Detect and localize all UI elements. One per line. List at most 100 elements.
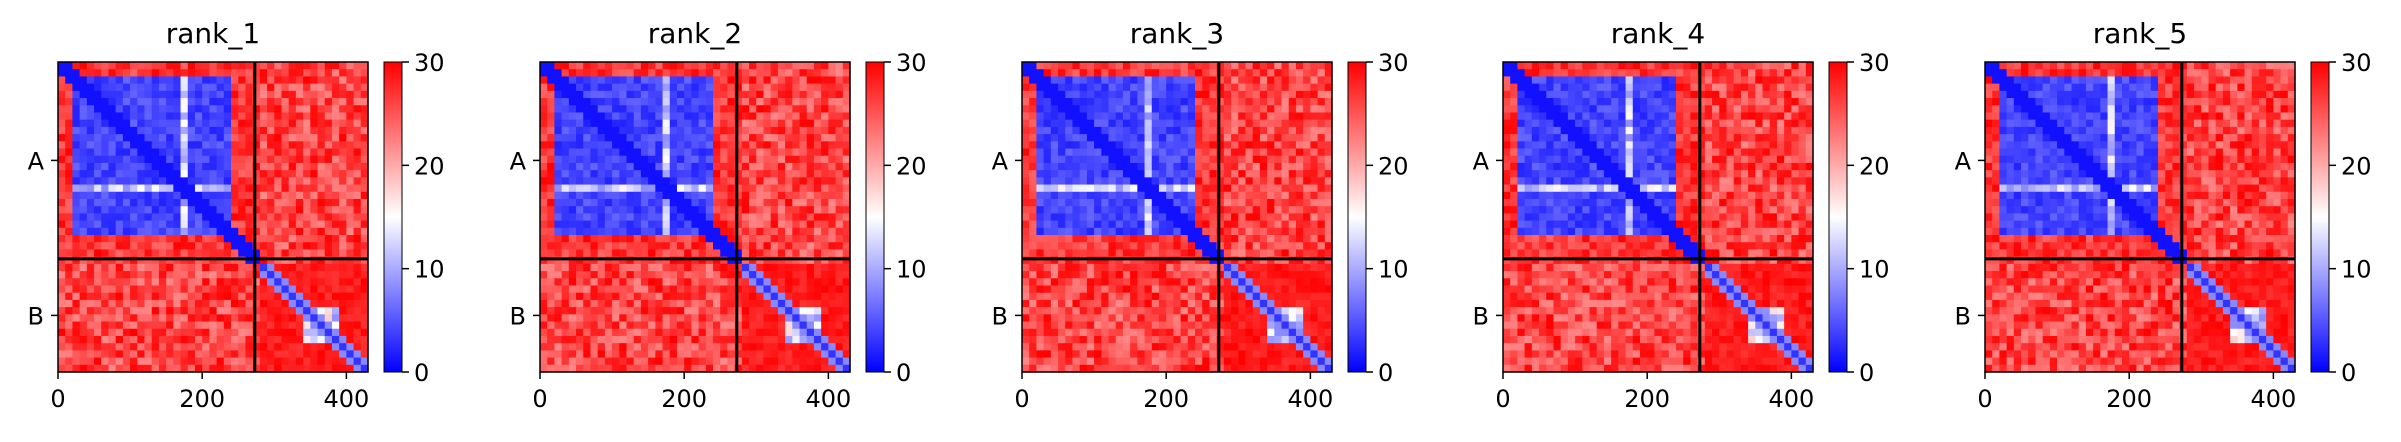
x-tick-label: 200 [661, 385, 707, 413]
heatmap-cell [346, 185, 354, 193]
heatmap-cell [648, 98, 656, 106]
heatmap-cell [224, 192, 232, 200]
heatmap-cell [1051, 134, 1059, 142]
heatmap-cell [1181, 149, 1189, 157]
heatmap-cell [310, 76, 318, 84]
heatmap-cell [123, 112, 131, 120]
heatmap-cell [188, 228, 196, 236]
heatmap-cell [699, 285, 707, 293]
heatmap-cell [562, 322, 570, 330]
heatmap-cell [727, 206, 735, 214]
heatmap-cell [1116, 134, 1124, 142]
heatmap-cell [310, 329, 318, 337]
heatmap-cell [116, 235, 124, 243]
heatmap-cell [1224, 134, 1232, 142]
heatmap-cell [576, 307, 584, 315]
heatmap-cell [648, 134, 656, 142]
heatmap-cell [590, 141, 598, 149]
heatmap-cell [166, 69, 174, 77]
heatmap-cell [655, 199, 663, 207]
heatmap-cell [346, 199, 354, 207]
heatmap-cell [137, 69, 145, 77]
heatmap-cell [1152, 336, 1160, 344]
heatmap-cell [699, 278, 707, 286]
heatmap-cell [281, 62, 289, 70]
heatmap-cell [1166, 221, 1174, 229]
heatmap-cell [655, 271, 663, 279]
heatmap-cell [627, 76, 635, 84]
heatmap-cell [547, 293, 555, 301]
heatmap-cell [540, 112, 548, 120]
heatmap-cell [763, 221, 771, 229]
heatmap-cell [1181, 185, 1189, 193]
heatmap-cell [209, 329, 217, 337]
heatmap-cell [814, 242, 822, 250]
heatmap-cell [720, 300, 728, 308]
heatmap-cell [245, 69, 253, 77]
heatmap-cell [231, 69, 239, 77]
heatmap-cell [828, 350, 836, 358]
heatmap-cell [677, 120, 685, 128]
heatmap-cell [1195, 350, 1203, 358]
heatmap-cell [641, 242, 649, 250]
heatmap-cell [1166, 271, 1174, 279]
heatmap-cell [195, 98, 203, 106]
heatmap-cell [836, 120, 844, 128]
heatmap-cell [209, 177, 217, 185]
heatmap-cell [72, 307, 80, 315]
heatmap-cell [627, 314, 635, 322]
heatmap-cell [800, 314, 808, 322]
heatmap-cell [590, 127, 598, 135]
heatmap-cell [1123, 76, 1131, 84]
heatmap-cell [72, 69, 80, 77]
heatmap-cell [749, 242, 757, 250]
heatmap-cell [354, 134, 362, 142]
heatmap-cell [58, 69, 66, 77]
heatmap-cell [137, 314, 145, 322]
heatmap-cell [778, 156, 786, 164]
heatmap-cell [101, 242, 109, 250]
heatmap-cell [260, 271, 268, 279]
heatmap-cell [1072, 91, 1080, 99]
heatmap-cell [627, 112, 635, 120]
heatmap-cell [231, 322, 239, 330]
heatmap-cell [152, 177, 160, 185]
heatmap-cell [605, 199, 613, 207]
heatmap-cell [1202, 307, 1210, 315]
heatmap-cell [821, 69, 829, 77]
heatmap-cell [540, 271, 548, 279]
heatmap-cell [1195, 141, 1203, 149]
heatmap-cell [828, 112, 836, 120]
heatmap-cell [94, 156, 102, 164]
heatmap-cell [303, 343, 311, 351]
heatmap-cell [1195, 307, 1203, 315]
heatmap-cell [598, 163, 606, 171]
heatmap-cell [130, 170, 138, 178]
heatmap-cell [296, 336, 304, 344]
heatmap-cell [1101, 242, 1109, 250]
heatmap-cell [58, 192, 66, 200]
heatmap-cell [756, 242, 764, 250]
heatmap-cell [828, 170, 836, 178]
heatmap-cell [691, 206, 699, 214]
heatmap-cell [1188, 141, 1196, 149]
heatmap-cell [1065, 84, 1073, 92]
heatmap-cell [655, 278, 663, 286]
heatmap-cell [1195, 336, 1203, 344]
heatmap-cell [123, 358, 131, 366]
heatmap-cell [224, 91, 232, 99]
heatmap-cell [346, 112, 354, 120]
heatmap-cell [1123, 141, 1131, 149]
heatmap-cell [108, 134, 116, 142]
heatmap-cell [231, 228, 239, 236]
heatmap-cell [763, 293, 771, 301]
heatmap-cell [1058, 62, 1066, 70]
heatmap-cell [1029, 336, 1037, 344]
heatmap-cell [800, 249, 808, 257]
heatmap-cell [1195, 120, 1203, 128]
heatmap-cell [756, 170, 764, 178]
heatmap-cell [318, 134, 326, 142]
heatmap-cell [598, 329, 606, 337]
heatmap-cell [778, 343, 786, 351]
heatmap-cell [217, 192, 225, 200]
